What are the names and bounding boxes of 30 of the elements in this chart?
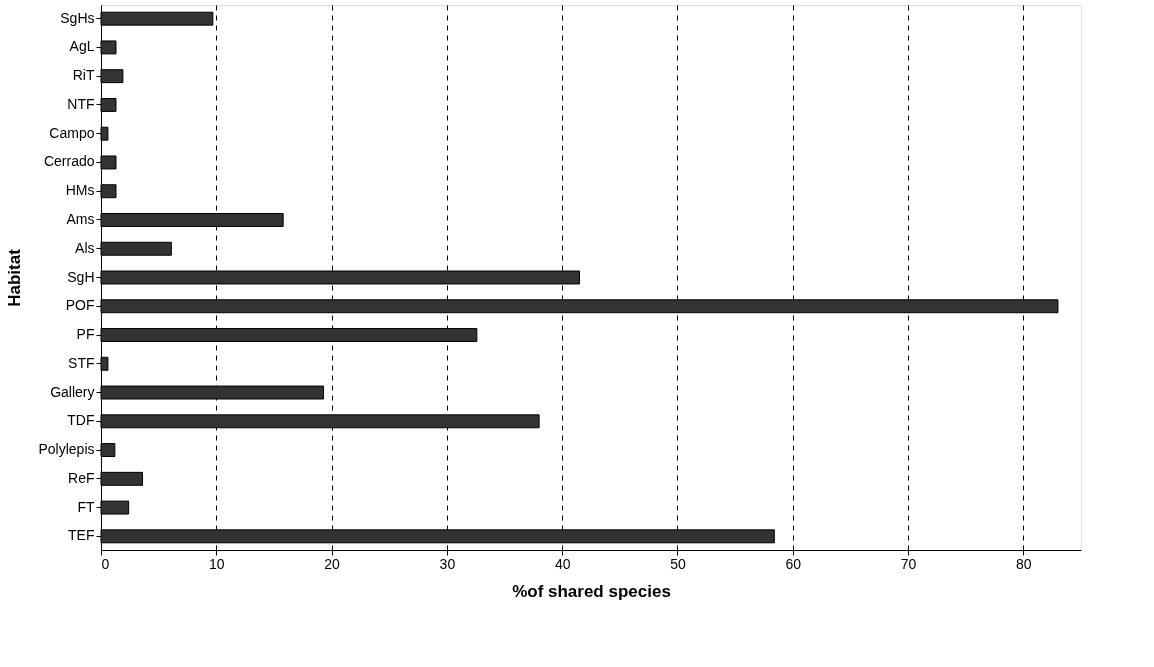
x-tick-label: 80 <box>1016 555 1032 572</box>
y-tick-label: TDF <box>67 412 95 429</box>
x-tick-label: 50 <box>670 555 686 572</box>
y-tick-label: NTF <box>67 95 95 112</box>
y-tick-label: SgHs <box>60 9 95 26</box>
x-tick-label: 60 <box>785 555 802 572</box>
x-axis-title: %of shared species <box>512 581 671 601</box>
x-tick-label: 0 <box>101 555 110 572</box>
y-tick-label: Ams <box>66 210 95 227</box>
x-tick-label: 10 <box>209 555 225 572</box>
y-tick-label: HMs <box>65 182 95 199</box>
y-tick-label: Gallery <box>50 383 95 400</box>
x-tick-label: 30 <box>439 555 456 572</box>
y-tick-label: AgL <box>69 38 95 55</box>
y-tick-label: POF <box>65 297 95 314</box>
y-tick-label: RiT <box>72 67 95 84</box>
y-tick-label: SgH <box>67 268 95 285</box>
y-tick-label: Als <box>75 239 95 256</box>
y-tick-label: ReF <box>68 469 95 486</box>
y-tick-label: STF <box>68 354 95 371</box>
y-tick-label: FT <box>77 498 95 515</box>
x-tick-label: 40 <box>554 555 571 572</box>
y-tick-label: Polylepis <box>38 441 95 458</box>
y-axis-title: Habitat <box>5 248 25 307</box>
x-tick-label: 20 <box>324 555 341 572</box>
y-tick-label: Cerrado <box>43 153 95 170</box>
x-tick-label: 70 <box>900 555 917 572</box>
y-tick-label: TEF <box>68 527 95 544</box>
y-tick-label: Campo <box>49 124 95 141</box>
y-tick-label: PF <box>76 326 95 343</box>
